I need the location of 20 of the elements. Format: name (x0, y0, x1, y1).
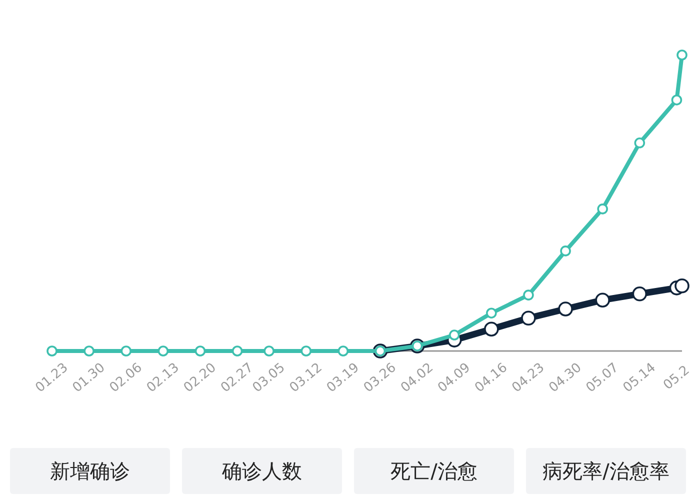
point (634, 138, 646, 148)
point (46, 346, 58, 356)
point (486, 308, 497, 319)
point (84, 346, 94, 356)
point (595, 292, 610, 308)
point (671, 94, 682, 106)
text: 死亡/治愈 (390, 459, 478, 483)
point (521, 310, 536, 326)
point (597, 204, 608, 214)
point (674, 278, 690, 294)
point (676, 50, 688, 60)
point (558, 302, 573, 316)
point (523, 290, 534, 300)
point (448, 330, 460, 340)
text: 病死率/治愈率 (542, 459, 670, 483)
point (560, 246, 571, 256)
text: 新增确诊 (50, 459, 130, 483)
point (484, 322, 499, 336)
text: 确诊人数 (221, 459, 302, 483)
point (632, 286, 648, 302)
